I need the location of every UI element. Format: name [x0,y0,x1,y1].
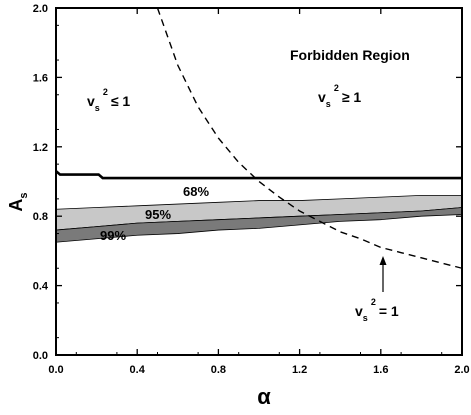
x-axis-label: α [257,384,271,409]
x-tick-label: 1.6 [373,364,388,376]
y-axis-label: As [6,192,30,211]
plot-frame [55,7,463,356]
x-tick-label: 0.8 [211,364,226,376]
x-tick-label: 0.0 [48,364,63,376]
annotation-right-region: vs2≥ 1 [318,83,361,109]
y-tick-label: 2.0 [33,3,48,15]
svg-text:As: As [6,192,30,211]
y-tick-label: 1.2 [33,142,48,154]
y-tick-label: 0.0 [33,350,48,362]
annotation-forbidden-region: Forbidden Region [290,47,410,63]
annotation-left-region: vs2≤ 1 [87,87,130,113]
x-tick-label: 2.0 [454,364,469,376]
label-99-percent: 99% [100,228,126,243]
y-tick-label: 1.6 [33,72,48,84]
x-tick-label: 0.4 [130,364,146,376]
y-axis-label-main: A [6,199,26,212]
annotation-boundary: vs2= 1 [355,297,399,323]
y-tick-label: 0.4 [33,281,49,293]
chart-lines [55,7,463,269]
label-68-percent: 68% [183,184,209,199]
line-68 [55,170,462,180]
y-axis-label-sub: s [18,192,30,198]
y-tick-label: 0.8 [33,211,48,223]
label-95-percent: 95% [145,207,171,222]
boundary-arrow [379,256,387,292]
dashed-boundary-curve [156,7,463,269]
confidence-bands [55,194,463,243]
axis-ticks: 0.0 0.4 0.8 1.2 1.6 2.0 0.0 0.4 0.8 1.2 1.6 2.0 [33,3,470,376]
x-tick-label: 1.2 [292,364,307,376]
